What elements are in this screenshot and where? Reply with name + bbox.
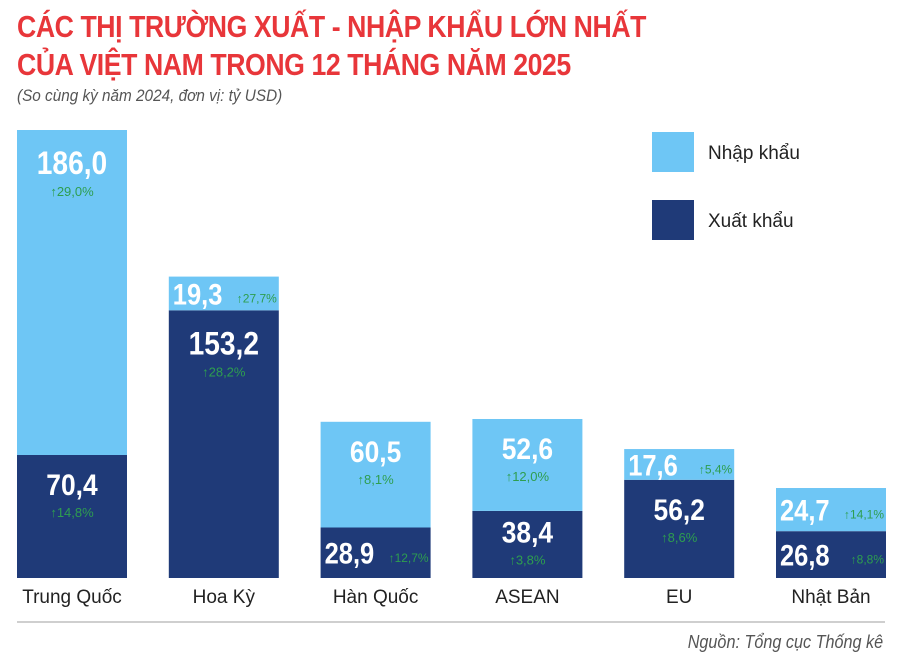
growth-label: ↑14,1%: [844, 508, 884, 522]
bar-export: [17, 454, 127, 578]
legend-swatch: [652, 132, 694, 172]
value-label: 70,4: [46, 467, 98, 501]
growth-label: ↑27,7%: [237, 291, 277, 305]
value-label: 153,2: [189, 327, 259, 362]
bar-export: [320, 527, 431, 578]
category-label: EU: [666, 587, 692, 608]
value-label: 28,9: [325, 537, 375, 570]
bar-import: [624, 449, 735, 480]
growth-label: ↑8,1%: [358, 472, 395, 487]
growth-label: ↑8,8%: [851, 553, 885, 567]
bar-import: [776, 488, 886, 532]
value-label: 24,7: [780, 494, 830, 527]
value-label: 60,5: [350, 434, 401, 468]
value-label: 17,6: [628, 448, 678, 481]
growth-label: ↑14,8%: [50, 505, 94, 520]
bar-import: [168, 276, 279, 311]
category-label: Trung Quốc: [22, 587, 122, 608]
value-label: 19,3: [173, 278, 223, 311]
chart-subtitle: (So cùng kỳ năm 2024, đơn vị: tỷ USD): [17, 86, 283, 105]
source-note: Nguồn: Tổng cục Thống kê: [687, 632, 883, 652]
bar-import: [17, 130, 127, 455]
value-label: 26,8: [780, 539, 830, 572]
bar-export: [472, 510, 583, 578]
growth-label: ↑12,0%: [506, 469, 550, 484]
bar-import: [320, 421, 431, 528]
growth-label: ↑29,0%: [50, 184, 94, 199]
growth-label: ↑28,2%: [202, 364, 246, 379]
bar-export: [624, 479, 735, 578]
growth-label: ↑5,4%: [699, 462, 733, 476]
value-label: 56,2: [654, 492, 705, 526]
value-label: 186,0: [37, 146, 107, 181]
chart-title: CÁC THỊ TRƯỜNG XUẤT - NHẬP KHẨU LỚN NHẤT…: [17, 8, 646, 84]
category-label: ASEAN: [495, 587, 559, 608]
category-label: Hoa Kỳ: [193, 587, 256, 608]
legend-swatch: [652, 200, 694, 240]
legend-label: Xuất khẩu: [708, 211, 794, 232]
bar-export: [168, 310, 279, 578]
category-label: Hàn Quốc: [333, 587, 419, 608]
category-label: Nhật Bản: [791, 587, 870, 608]
growth-label: ↑8,6%: [661, 530, 698, 545]
value-label: 52,6: [502, 431, 553, 465]
value-label: 38,4: [502, 515, 554, 549]
chart-title-line-1: CÁC THỊ TRƯỜNG XUẤT - NHẬP KHẨU LỚN NHẤT: [17, 9, 646, 44]
bar-import: [472, 418, 583, 511]
growth-label: ↑12,7%: [389, 551, 429, 565]
growth-label: ↑3,8%: [509, 552, 546, 567]
bar-export: [776, 531, 886, 578]
chart-title-line-2: CỦA VIỆT NAM TRONG 12 THÁNG NĂM 2025: [17, 47, 571, 82]
legend-label: Nhập khẩu: [708, 143, 800, 164]
